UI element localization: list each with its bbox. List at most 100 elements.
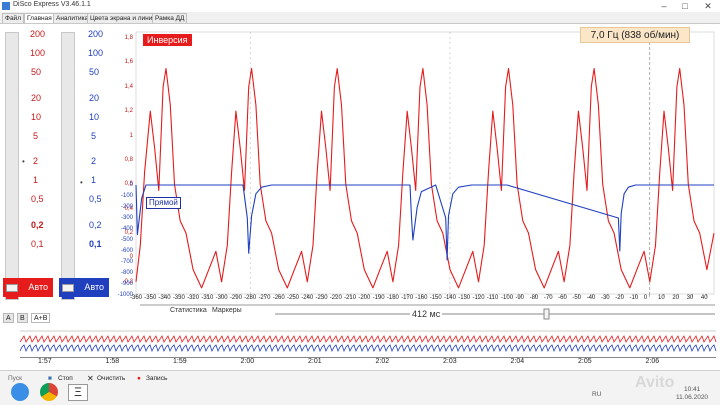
ms-tick-label: -240: [301, 295, 313, 302]
red-scale-2[interactable]: 2: [33, 156, 38, 166]
red-scale-20[interactable]: 20: [31, 93, 41, 103]
oscilloscope-chart[interactable]: [118, 28, 718, 302]
red-scale-0-2-selected[interactable]: 0,2: [31, 220, 44, 230]
blue-scale-0-2[interactable]: 0,2: [89, 220, 102, 230]
blue-axis-tick-label: -500: [117, 237, 133, 244]
red-axis-tick-label: 1,4: [117, 84, 133, 91]
app-logo-icon: [2, 2, 10, 10]
timeline-time-label: 2:04: [511, 358, 525, 365]
red-scale-50[interactable]: 50: [31, 67, 41, 77]
red-scale-5[interactable]: 5: [33, 131, 38, 141]
blue-scale-0-1-selected[interactable]: 0,1: [89, 239, 102, 249]
blue-scale-100[interactable]: 100: [88, 48, 103, 58]
red-scale-1[interactable]: 1: [33, 175, 38, 185]
ms-tick-label: -160: [415, 295, 427, 302]
blue-scale-0-5[interactable]: 0,5: [89, 194, 102, 204]
timeline-waveform[interactable]: [0, 328, 720, 358]
ms-tick-label: -60: [558, 295, 567, 302]
ms-tick-label: -330: [173, 295, 185, 302]
scale-panel: 200 100 50 20 10 5 • 2 1 0,5 0,2 0,1 200…: [0, 24, 114, 324]
tab-dd-frame[interactable]: Рамка ДД: [152, 13, 187, 23]
record-button[interactable]: Запись: [146, 375, 167, 382]
timeline-time-label: 1:57: [38, 358, 52, 365]
markers-tab[interactable]: Маркеры: [212, 307, 242, 314]
blue-scale-200[interactable]: 200: [88, 29, 103, 39]
minimize-button[interactable]: –: [656, 0, 672, 12]
taskbar-disco-icon[interactable]: Ξ: [68, 384, 88, 401]
red-scale-marker: •: [22, 158, 25, 166]
ms-tick-label: -80: [530, 295, 539, 302]
ms-tick-label: -320: [187, 295, 199, 302]
timeline-time-label: 2:01: [308, 358, 322, 365]
tab-home[interactable]: Главная: [24, 13, 55, 23]
taskbar-chrome-icon[interactable]: [40, 383, 58, 401]
ms-tick-label: -70: [544, 295, 553, 302]
tab-file[interactable]: Файл: [2, 13, 24, 23]
tab-screen-colors[interactable]: Цвета экрана и линий: [87, 13, 159, 23]
taskbar-ie-icon[interactable]: [11, 383, 29, 401]
ms-tick-label: -300: [216, 295, 228, 302]
blue-axis-tick-label: -300: [117, 215, 133, 222]
ms-tick-label: -120: [473, 295, 485, 302]
ms-tick-label: -30: [601, 295, 610, 302]
blue-scale-20[interactable]: 20: [89, 93, 99, 103]
blue-scale-5[interactable]: 5: [91, 131, 96, 141]
ms-tick-label: -100: [501, 295, 513, 302]
ms-tick-label: -230: [316, 295, 328, 302]
maximize-button[interactable]: □: [677, 0, 693, 12]
ribbon-tabs: Файл Главная Аналитика Цвета экрана и ли…: [0, 12, 720, 24]
inversion-badge[interactable]: Инверсия: [143, 34, 192, 46]
close-button[interactable]: ✕: [700, 0, 716, 12]
blue-axis-tick-label: 0: [117, 182, 133, 189]
clock: 10:41: [684, 386, 700, 393]
red-scale-10[interactable]: 10: [31, 112, 41, 122]
blue-scale-2[interactable]: 2: [91, 156, 96, 166]
red-slider-handle[interactable]: [6, 284, 18, 292]
blue-scale-10[interactable]: 10: [89, 112, 99, 122]
ms-tick-label: -290: [230, 295, 242, 302]
direct-badge[interactable]: Прямой: [146, 197, 181, 209]
red-scale-200[interactable]: 200: [30, 29, 45, 39]
avito-watermark: Avito: [635, 374, 674, 392]
red-scale-0-1[interactable]: 0,1: [31, 239, 44, 249]
channel-tab-a[interactable]: A: [3, 313, 14, 323]
stop-icon: ■: [48, 375, 52, 382]
tab-analytics[interactable]: Аналитика: [53, 13, 91, 23]
plot-frame: [136, 32, 714, 294]
ms-tick-label: -40: [587, 295, 596, 302]
ms-tick-label: -10: [630, 295, 639, 302]
red-axis-tick-label: 1,2: [117, 108, 133, 115]
clear-icon: ✕: [87, 374, 94, 383]
blue-slider-handle[interactable]: [62, 284, 74, 292]
ms-tick-label: -310: [201, 295, 213, 302]
red-axis-tick-label: 1,6: [117, 59, 133, 66]
window-title: DiSco Express V3.46.1.1: [13, 1, 91, 8]
blue-scale-slider[interactable]: [61, 32, 75, 300]
blue-scale-1[interactable]: 1: [91, 175, 96, 185]
red-scale-100[interactable]: 100: [30, 48, 45, 58]
ms-tick-label: -260: [273, 295, 285, 302]
ms-tick-label: 30: [687, 295, 694, 302]
timeline-red-trace: [20, 336, 716, 342]
blue-axis-tick-label: -100: [117, 193, 133, 200]
language-indicator[interactable]: RU: [592, 391, 601, 398]
ms-tick-label: -270: [258, 295, 270, 302]
channel-tab-b[interactable]: B: [17, 313, 28, 323]
blue-scale-50[interactable]: 50: [89, 67, 99, 77]
timeline-time-label: 2:06: [646, 358, 660, 365]
clear-button[interactable]: Очистить: [97, 375, 125, 382]
red-scale-slider[interactable]: [5, 32, 19, 300]
red-scale-0-5[interactable]: 0,5: [31, 194, 44, 204]
ms-tick-label: -90: [515, 295, 524, 302]
ms-tick-label: -360: [130, 295, 142, 302]
status-bar: Пуск ■ Стоп ✕ Очистить ● Запись RU 10:41…: [0, 370, 720, 405]
stop-button[interactable]: Стоп: [58, 375, 73, 382]
ms-tick-label: -210: [344, 295, 356, 302]
statistics-tab[interactable]: Статистика: [170, 307, 207, 314]
start-button[interactable]: Пуск: [8, 375, 22, 382]
red-axis-tick-label: 1,8: [117, 35, 133, 42]
record-icon: ●: [137, 375, 141, 382]
channel-tab-a-plus-b[interactable]: A+B: [31, 313, 50, 323]
ms-tick-label: 40: [701, 295, 708, 302]
